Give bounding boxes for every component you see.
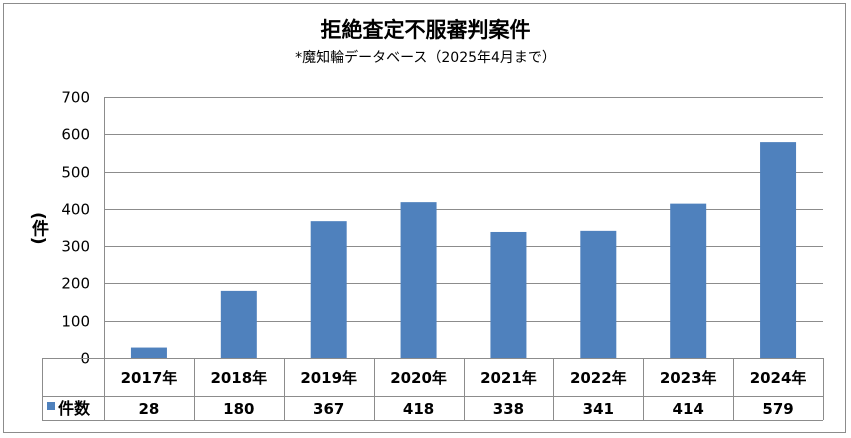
legend-label: 件数 <box>58 399 91 418</box>
data-table-value: 28 <box>139 400 160 418</box>
category-label: 2017年 <box>121 369 178 387</box>
y-tick-label: 100 <box>61 313 90 331</box>
category-label: 2021年 <box>480 369 537 387</box>
data-table: 2017年 28 2018年 180 2019年 367 2020年 418 2021年 338 2… <box>42 358 824 421</box>
bar-2021年 <box>490 231 527 358</box>
bar-2022年 <box>580 230 617 358</box>
y-tick-label: 300 <box>61 238 90 256</box>
data-table-value: 341 <box>583 400 614 418</box>
bar-2019年 <box>310 221 347 358</box>
data-table-value: 579 <box>762 400 793 418</box>
category-label: 2024年 <box>750 369 807 387</box>
bar-2023年 <box>670 203 707 358</box>
bar-2024年 <box>760 142 797 358</box>
category-label: 2020年 <box>390 369 447 387</box>
data-table-value: 367 <box>313 400 344 418</box>
category-label: 2018年 <box>210 369 267 387</box>
legend-swatch <box>47 402 55 410</box>
y-tick-label: 200 <box>61 275 90 293</box>
data-table-value: 338 <box>493 400 524 418</box>
y-tick-label: 400 <box>61 201 90 219</box>
bars <box>130 142 797 358</box>
chart-subtitle: *魔知輪データベース（2025年4月まで） <box>295 50 556 66</box>
bar-2018年 <box>220 290 257 358</box>
data-table-value: 180 <box>223 400 254 418</box>
y-axis-label: (件) <box>28 212 48 245</box>
gridlines <box>104 97 823 358</box>
category-label: 2019年 <box>300 369 357 387</box>
y-tick-label: 600 <box>61 126 90 144</box>
y-tick-label: 500 <box>61 164 90 182</box>
data-table-value: 414 <box>673 400 704 418</box>
bar-2020年 <box>400 202 437 358</box>
category-label: 2023年 <box>660 369 717 387</box>
y-tick-label: 700 <box>61 89 90 107</box>
bar-2017年 <box>130 347 167 358</box>
category-label: 2022年 <box>570 369 627 387</box>
chart-title: 拒絶査定不服審判案件 <box>320 18 531 42</box>
data-table-value: 418 <box>403 400 434 418</box>
